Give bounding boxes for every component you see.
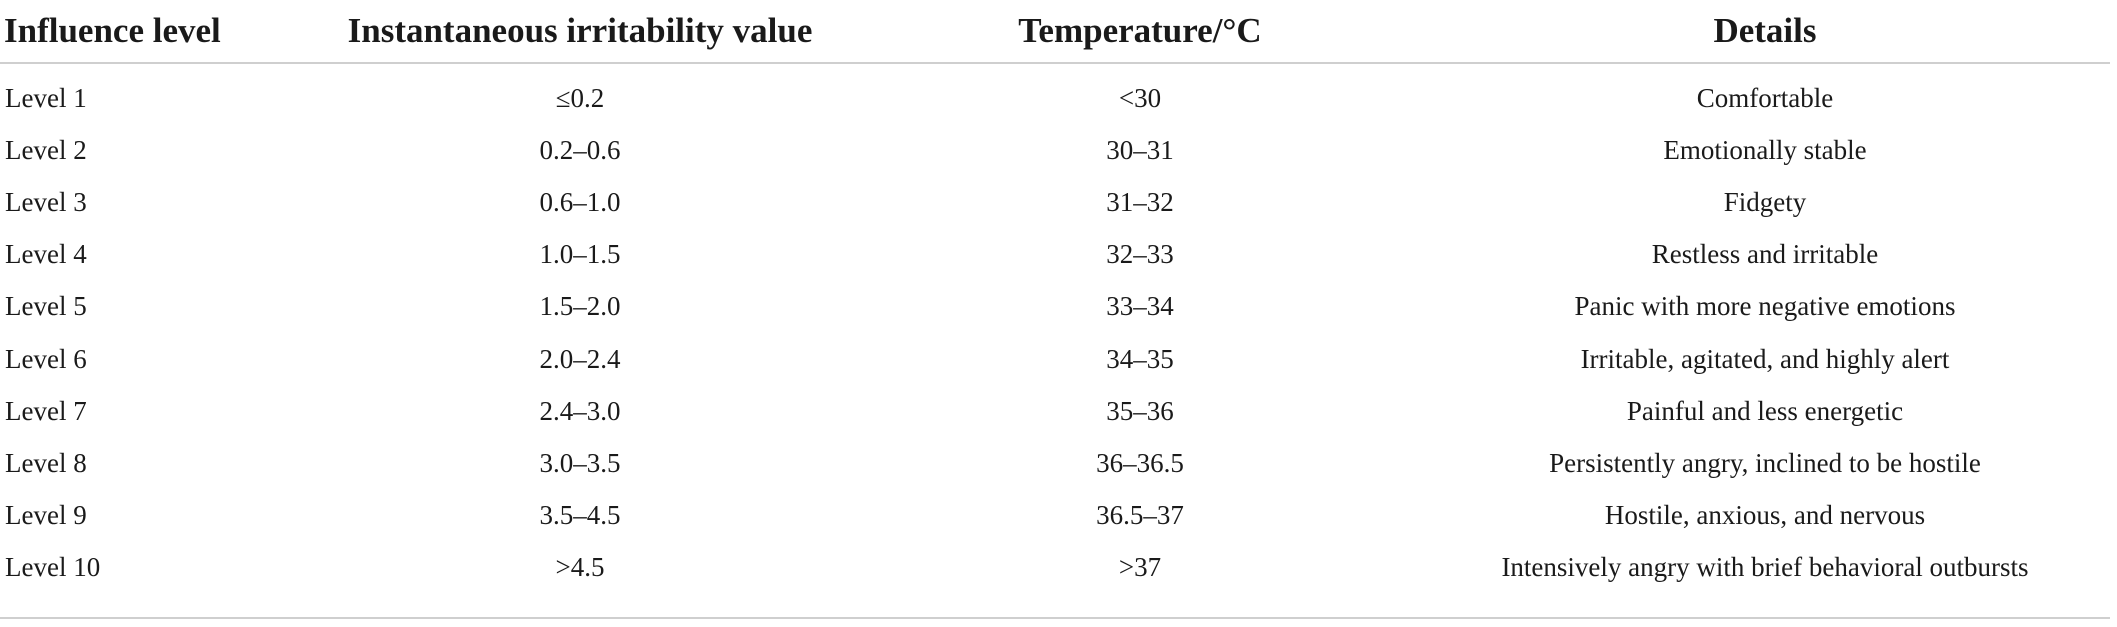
cell-level: Level 8 — [5, 447, 87, 478]
cell-details: Irritable, agitated, and highly alert — [1580, 343, 1950, 374]
cell-irritability: 1.0–1.5 — [539, 239, 621, 270]
cell-details: Intensively angry with brief behavioral … — [1501, 552, 2029, 583]
cell-irritability: >4.5 — [555, 552, 605, 583]
cell-irritability: 3.5–4.5 — [539, 500, 621, 531]
cell-temperature: 35–36 — [1106, 395, 1174, 426]
table-row: Level 7 2.4–3.0 35–36 Painful and less e… — [0, 385, 2110, 437]
cell-temperature: 34–35 — [1106, 343, 1174, 374]
irritability-table: Influence level Instantaneous irritabili… — [0, 0, 2110, 594]
table-row: Level 10 >4.5 >37 Intensively angry with… — [0, 542, 2110, 594]
header-temperature: Temperature/°C — [860, 0, 1420, 64]
table-row: Level 8 3.0–3.5 36–36.5 Persistently ang… — [0, 437, 2110, 489]
header-irritability-value: Instantaneous irritability value — [300, 0, 860, 64]
table-body: Level 1 ≤0.2 <30 Comfortable Level 2 0.2… — [0, 63, 2110, 594]
cell-temperature: 31–32 — [1106, 186, 1174, 217]
cell-level: Level 4 — [5, 239, 87, 270]
cell-details: Restless and irritable — [1651, 239, 1879, 270]
table-row: Level 1 ≤0.2 <30 Comfortable — [0, 63, 2110, 124]
cell-level: Level 1 — [5, 82, 87, 113]
cell-temperature: 33–34 — [1106, 291, 1174, 322]
cell-level: Level 9 — [5, 500, 87, 531]
cell-level: Level 3 — [5, 186, 87, 217]
cell-details: Painful and less energetic — [1626, 395, 1904, 426]
cell-details: Persistently angry, inclined to be hosti… — [1549, 447, 1981, 478]
cell-level: Level 10 — [5, 552, 101, 583]
cell-temperature: 30–31 — [1106, 134, 1174, 165]
table-row: Level 2 0.2–0.6 30–31 Emotionally stable — [0, 124, 2110, 176]
cell-details: Panic with more negative emotions — [1574, 291, 1956, 322]
cell-temperature: 36.5–37 — [1096, 500, 1184, 531]
cell-temperature: >37 — [1118, 552, 1162, 583]
cell-level: Level 7 — [5, 395, 87, 426]
table-header: Influence level Instantaneous irritabili… — [0, 0, 2110, 64]
header-row: Influence level Instantaneous irritabili… — [0, 0, 2110, 64]
table-row: Level 6 2.0–2.4 34–35 Irritable, agitate… — [0, 333, 2110, 385]
header-influence-level: Influence level — [0, 0, 300, 64]
cell-irritability: 2.4–3.0 — [539, 395, 621, 426]
cell-details: Emotionally stable — [1663, 134, 1867, 165]
cell-temperature: 36–36.5 — [1096, 447, 1184, 478]
table-row: Level 4 1.0–1.5 32–33 Restless and irrit… — [0, 229, 2110, 281]
cell-irritability: ≤0.2 — [555, 82, 605, 113]
cell-irritability: 2.0–2.4 — [539, 343, 621, 374]
cell-level: Level 6 — [5, 343, 87, 374]
cell-details: Fidgety — [1723, 186, 1807, 217]
table-row: Level 5 1.5–2.0 33–34 Panic with more ne… — [0, 281, 2110, 333]
table-bottom-rule — [0, 617, 2110, 619]
cell-irritability: 1.5–2.0 — [539, 291, 621, 322]
table-row: Level 9 3.5–4.5 36.5–37 Hostile, anxious… — [0, 490, 2110, 542]
cell-details: Comfortable — [1696, 82, 1834, 113]
cell-irritability: 0.6–1.0 — [539, 186, 621, 217]
cell-irritability: 0.2–0.6 — [539, 134, 621, 165]
header-details: Details — [1420, 0, 2110, 64]
table-row: Level 3 0.6–1.0 31–32 Fidgety — [0, 176, 2110, 228]
cell-details: Hostile, anxious, and nervous — [1604, 500, 1926, 531]
cell-level: Level 2 — [5, 134, 87, 165]
cell-irritability: 3.0–3.5 — [539, 447, 621, 478]
cell-level: Level 5 — [5, 291, 87, 322]
cell-temperature: <30 — [1118, 82, 1162, 113]
cell-temperature: 32–33 — [1106, 239, 1174, 270]
